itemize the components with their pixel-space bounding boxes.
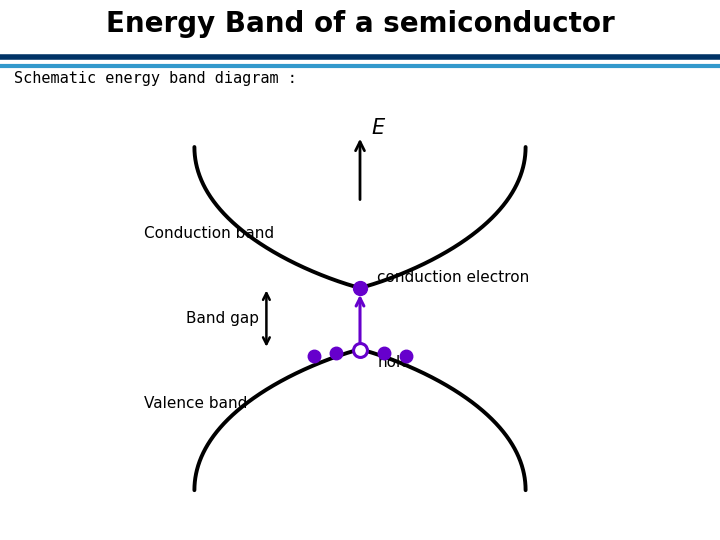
Text: hole: hole — [377, 355, 410, 370]
Text: E: E — [372, 118, 384, 138]
Text: Conduction band: Conduction band — [144, 226, 274, 241]
Text: Energy Band of a semiconductor: Energy Band of a semiconductor — [106, 10, 614, 38]
Text: Valence band: Valence band — [144, 396, 248, 411]
Text: Band gap: Band gap — [186, 311, 259, 326]
Text: Schematic energy band diagram :: Schematic energy band diagram : — [14, 71, 297, 86]
Text: conduction electron: conduction electron — [377, 271, 529, 285]
